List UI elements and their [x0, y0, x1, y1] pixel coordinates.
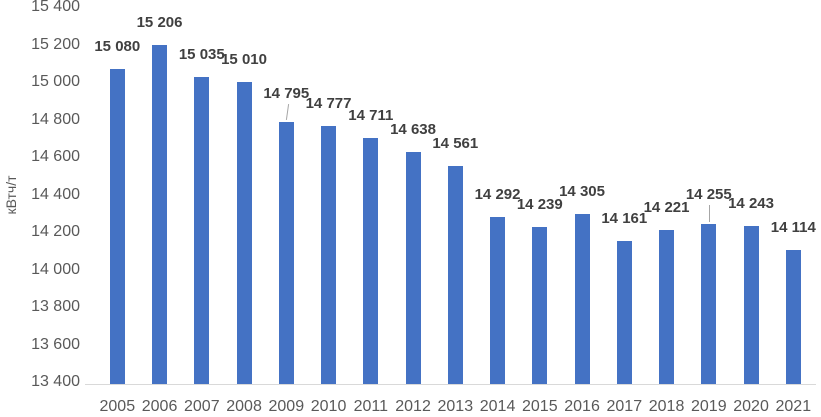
x-tick-label-2008: 2008 — [226, 398, 262, 415]
x-tick-label-2013: 2013 — [437, 398, 474, 415]
x-tick-label-2015: 2015 — [522, 398, 558, 415]
data-label-2021: 14 114 — [770, 219, 816, 237]
data-label-leader-line — [708, 204, 710, 222]
bar-2016 — [574, 214, 590, 384]
y-tick-label: 13 600 — [31, 335, 80, 353]
bar-2005 — [109, 69, 125, 384]
x-tick-label-2010: 2010 — [310, 398, 347, 415]
bar-2019 — [701, 223, 717, 384]
bar-2015 — [532, 226, 548, 384]
data-label-2010: 14 777 — [305, 94, 352, 112]
x-tick-label-2014: 2014 — [479, 398, 516, 415]
y-tick-label: 15 200 — [31, 35, 80, 53]
bar-2011 — [363, 138, 379, 384]
x-tick-label-2006: 2006 — [141, 398, 178, 415]
y-tick-label: 13 800 — [31, 298, 80, 315]
data-label-2005: 15 080 — [94, 38, 141, 55]
y-tick-label: 14 800 — [31, 110, 80, 128]
y-tick-label: 14 200 — [31, 223, 80, 240]
data-label-2018: 14 221 — [643, 199, 690, 217]
data-label-2007: 15 035 — [178, 46, 225, 64]
bar-2018 — [659, 230, 675, 384]
bar-2012 — [405, 151, 421, 384]
bar-2010 — [321, 125, 337, 384]
data-label-2020: 14 243 — [728, 194, 774, 212]
data-label-2015: 14 239 — [516, 195, 563, 213]
x-tick-label-2011: 2011 — [353, 398, 388, 415]
x-tick-label-2005: 2005 — [99, 398, 136, 415]
x-axis-line — [85, 384, 816, 385]
y-tick-label: 14 600 — [31, 148, 80, 165]
data-label-2019: 14 255 — [685, 185, 732, 203]
y-tick-label: 13 400 — [31, 373, 80, 390]
bar-2017 — [616, 241, 632, 384]
x-tick-label-2012: 2012 — [395, 398, 431, 415]
bar-2009 — [278, 122, 294, 384]
x-tick-label-2019: 2019 — [691, 398, 727, 415]
data-label-2009: 14 795 — [263, 85, 310, 103]
bar-2008 — [236, 82, 252, 384]
bar-2007 — [194, 77, 210, 384]
y-tick-label: 15 000 — [31, 73, 80, 90]
data-label-2012: 14 638 — [390, 120, 436, 138]
x-tick-label-2007: 2007 — [184, 398, 220, 415]
bar-2021 — [785, 250, 801, 384]
y-tick-label: 14 000 — [31, 260, 80, 278]
data-label-2016: 14 305 — [559, 183, 605, 201]
data-label-2014: 14 292 — [474, 185, 521, 203]
x-tick-label-2017: 2017 — [606, 398, 643, 415]
data-label-2017: 14 161 — [601, 210, 648, 228]
data-label-2011: 14 711 — [348, 107, 394, 125]
y-tick-label: 15 400 — [31, 0, 80, 15]
bar-2006 — [152, 45, 168, 384]
data-label-2013: 14 561 — [432, 135, 479, 153]
x-tick-label-2020: 2020 — [733, 398, 769, 415]
y-tick-label: 14 400 — [31, 185, 80, 203]
data-label-2006: 15 206 — [136, 14, 183, 32]
bar-2014 — [490, 216, 506, 384]
bar-2020 — [743, 225, 759, 384]
x-tick-label-2009: 2009 — [268, 398, 305, 415]
x-tick-label-2016: 2016 — [564, 398, 600, 415]
x-tick-label-2018: 2018 — [648, 398, 685, 415]
x-tick-label-2021: 2021 — [775, 398, 812, 415]
data-label-2008: 15 010 — [221, 51, 267, 69]
bar-2013 — [447, 166, 463, 384]
